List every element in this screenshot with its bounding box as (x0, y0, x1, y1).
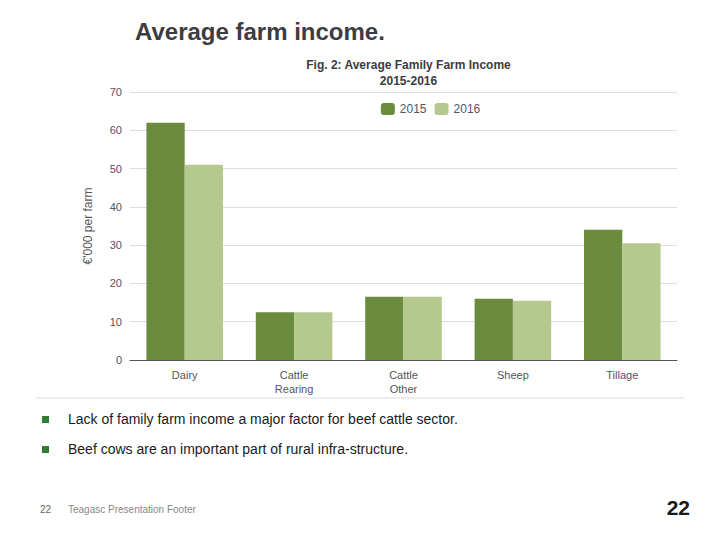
svg-text:Beef cows are an important par: Beef cows are an important part of rural… (68, 441, 408, 457)
svg-text:Fig. 2: Average Family Farm In: Fig. 2: Average Family Farm Income (306, 58, 511, 72)
svg-text:Average farm income.: Average farm income. (135, 18, 385, 45)
svg-text:20: 20 (110, 277, 122, 289)
svg-text:Teagasc Presentation Footer: Teagasc Presentation Footer (68, 504, 197, 515)
svg-text:Other: Other (390, 383, 418, 395)
svg-text:Cattle: Cattle (389, 369, 418, 381)
svg-text:Sheep: Sheep (497, 369, 529, 381)
svg-text:Lack of family farm income a m: Lack of family farm income a major facto… (68, 411, 458, 427)
svg-text:2016: 2016 (454, 102, 481, 116)
svg-text:€'000 per farm: €'000 per farm (81, 187, 95, 264)
svg-text:0: 0 (116, 354, 122, 366)
svg-text:Tillage: Tillage (606, 369, 638, 381)
svg-text:50: 50 (110, 163, 122, 175)
svg-text:2015-2016: 2015-2016 (380, 74, 438, 88)
svg-text:Dairy: Dairy (172, 369, 198, 381)
svg-text:22: 22 (667, 496, 690, 519)
svg-text:Rearing: Rearing (275, 383, 314, 395)
svg-text:Cattle: Cattle (280, 369, 309, 381)
svg-text:2015: 2015 (400, 102, 427, 116)
svg-text:22: 22 (40, 504, 52, 515)
svg-text:10: 10 (110, 316, 122, 328)
svg-text:40: 40 (110, 201, 122, 213)
svg-text:60: 60 (110, 124, 122, 136)
svg-text:30: 30 (110, 239, 122, 251)
svg-text:70: 70 (110, 86, 122, 98)
